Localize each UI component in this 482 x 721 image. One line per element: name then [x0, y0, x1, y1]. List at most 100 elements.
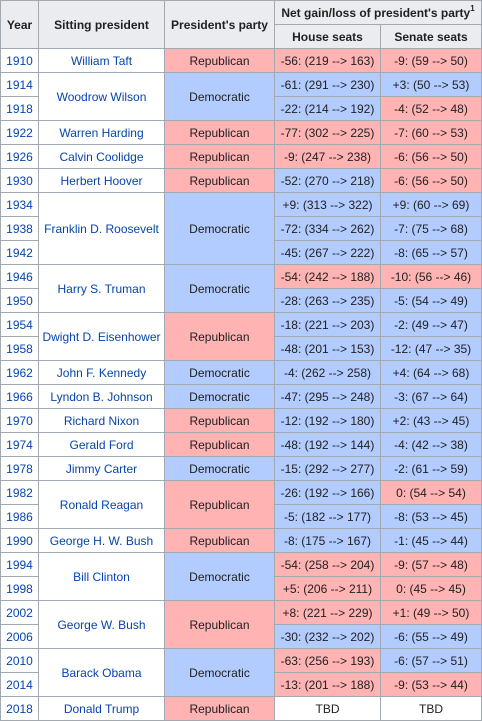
party-cell: Democratic [164, 264, 275, 313]
house-seats-cell: -61: (291 --> 230) [274, 72, 381, 97]
president-link[interactable]: Gerald Ford [69, 437, 134, 452]
year-link[interactable]: 1974 [0, 432, 39, 457]
year-link[interactable]: 2018 [0, 696, 39, 721]
year-link[interactable]: 2010 [0, 648, 39, 673]
year-link[interactable]: 1990 [0, 528, 39, 553]
president-link[interactable]: Lyndon B. Johnson [50, 389, 153, 404]
house-seats-cell: -22: (214 --> 192) [274, 96, 381, 121]
party-cell: Republican [164, 408, 275, 433]
year-link[interactable]: 1942 [0, 240, 39, 265]
senate-seats-cell: -8: (53 --> 45) [379, 504, 482, 529]
house-seats-cell: -5: (182 --> 177) [274, 504, 381, 529]
table-row: 1914 Woodrow Wilson Democratic -61: (291 --… [0, 72, 482, 121]
table-row: 1986 -5: (182 --> 177) -8: (53 --> 45) [0, 504, 482, 529]
senate-seats-cell: 0: (54 --> 54) [379, 480, 482, 505]
year-link[interactable]: 1978 [0, 456, 39, 481]
party-cell: Democratic [164, 384, 275, 409]
year-link[interactable]: 1926 [0, 144, 39, 169]
party-cell: Democratic [164, 192, 275, 265]
year-link[interactable]: 1970 [0, 408, 39, 433]
president-link[interactable]: Richard Nixon [63, 413, 140, 428]
table-row: 1910 William Taft Republican -56: (219 --> … [0, 48, 482, 73]
senate-seats-cell: -2: (61 --> 59) [379, 456, 482, 481]
house-seats-cell: -63: (256 --> 193) [274, 648, 381, 673]
president-link[interactable]: Dwight D. Eisenhower [42, 329, 161, 344]
header-party[interactable]: President's party [164, 0, 275, 49]
table-row: 1982 Ronald Reagan Republican -26: (192 -->… [0, 480, 482, 529]
party-cell: Democratic [164, 360, 275, 385]
president-link[interactable]: Franklin D. Roosevelt [44, 221, 159, 236]
year-link[interactable]: 1946 [0, 264, 39, 289]
president-link[interactable]: Warren Harding [59, 125, 144, 140]
president-link[interactable]: Bill Clinton [73, 569, 130, 584]
senate-seats-cell: -6: (57 --> 51) [379, 648, 482, 673]
party-cell: Republican [164, 480, 275, 529]
senate-seats-cell: -1: (45 --> 44) [379, 528, 482, 553]
table-row: 1934 Franklin D. Roosevelt Democratic +9: (… [0, 192, 482, 265]
house-seats-cell: -56: (219 --> 163) [274, 48, 381, 73]
year-link[interactable]: 1914 [0, 72, 39, 97]
year-link[interactable]: 2014 [0, 672, 39, 697]
header-senate-seats[interactable]: Senate seats [379, 24, 482, 49]
senate-seats-cell: TBD [379, 696, 482, 721]
year-link[interactable]: 1966 [0, 384, 39, 409]
year-link[interactable]: 1958 [0, 336, 39, 361]
senate-seats-cell: +4: (64 --> 68) [379, 360, 482, 385]
table-row: 1962 John F. Kennedy Democratic -4: (262 --… [0, 360, 482, 385]
footnote-ref[interactable]: 1 [470, 3, 475, 13]
senate-seats-cell: -4: (52 --> 48) [379, 96, 482, 121]
president-link[interactable]: George W. Bush [57, 617, 146, 632]
president-link[interactable]: Herbert Hoover [60, 173, 143, 188]
party-cell: Republican [164, 144, 275, 169]
year-link[interactable]: 1922 [0, 120, 39, 145]
party-cell: Republican [164, 696, 275, 721]
header-house-seats[interactable]: House seats [274, 24, 381, 49]
year-link[interactable]: 1938 [0, 216, 39, 241]
year-link[interactable]: 1982 [0, 480, 39, 505]
president-link[interactable]: George H. W. Bush [49, 533, 154, 548]
president-cell: Calvin Coolidge [38, 144, 165, 169]
president-link[interactable]: Calvin Coolidge [59, 149, 144, 164]
table-row: 1918 -22: (214 --> 192) -4: (52 --> 48) [0, 96, 482, 121]
president-link[interactable]: Woodrow Wilson [56, 89, 147, 104]
table-row: 1946 Harry S. Truman Democratic -54: (242 -… [0, 264, 482, 313]
party-cell: Republican [164, 528, 275, 553]
president-link[interactable]: Barack Obama [61, 665, 142, 680]
year-link[interactable]: 1918 [0, 96, 39, 121]
president-cell: George W. Bush [38, 600, 165, 649]
header-president[interactable]: Sitting president [38, 0, 165, 49]
president-cell: Herbert Hoover [38, 168, 165, 193]
house-seats-cell: +9: (313 --> 322) [274, 192, 381, 217]
table-row: 1942 -45: (267 --> 222) -8: (65 --> 57) [0, 240, 482, 265]
year-link[interactable]: 1962 [0, 360, 39, 385]
house-seats-cell: -47: (295 --> 248) [274, 384, 381, 409]
year-link[interactable]: 1934 [0, 192, 39, 217]
header-year[interactable]: Year [0, 0, 39, 49]
year-link[interactable]: 2002 [0, 600, 39, 625]
president-link[interactable]: Harry S. Truman [57, 281, 146, 296]
house-seats-cell: -48: (201 --> 153) [274, 336, 381, 361]
table-row: 1926 Calvin Coolidge Republican -9: (247 --… [0, 144, 482, 169]
president-link[interactable]: Jimmy Carter [65, 461, 138, 476]
year-link[interactable]: 1910 [0, 48, 39, 73]
house-seats-cell: -54: (242 --> 188) [274, 264, 381, 289]
president-link[interactable]: William Taft [70, 53, 133, 68]
year-link[interactable]: 1950 [0, 288, 39, 313]
table-row: 1970 Richard Nixon Republican -12: (192 -->… [0, 408, 482, 433]
year-link[interactable]: 1994 [0, 552, 39, 577]
senate-seats-cell: -9: (59 --> 50) [379, 48, 482, 73]
president-link[interactable]: Ronald Reagan [59, 497, 144, 512]
year-link[interactable]: 1954 [0, 312, 39, 337]
party-cell: Democratic [164, 648, 275, 697]
year-link[interactable]: 2006 [0, 624, 39, 649]
president-cell: Richard Nixon [38, 408, 165, 433]
president-link[interactable]: Donald Trump [63, 701, 140, 716]
president-cell: Warren Harding [38, 120, 165, 145]
year-link[interactable]: 1986 [0, 504, 39, 529]
senate-seats-cell: -8: (65 --> 57) [379, 240, 482, 265]
year-link[interactable]: 1930 [0, 168, 39, 193]
president-link[interactable]: John F. Kennedy [56, 365, 147, 380]
table-row: 1966 Lyndon B. Johnson Democratic -47: (295… [0, 384, 482, 409]
year-link[interactable]: 1998 [0, 576, 39, 601]
president-cell: Franklin D. Roosevelt [38, 192, 165, 265]
